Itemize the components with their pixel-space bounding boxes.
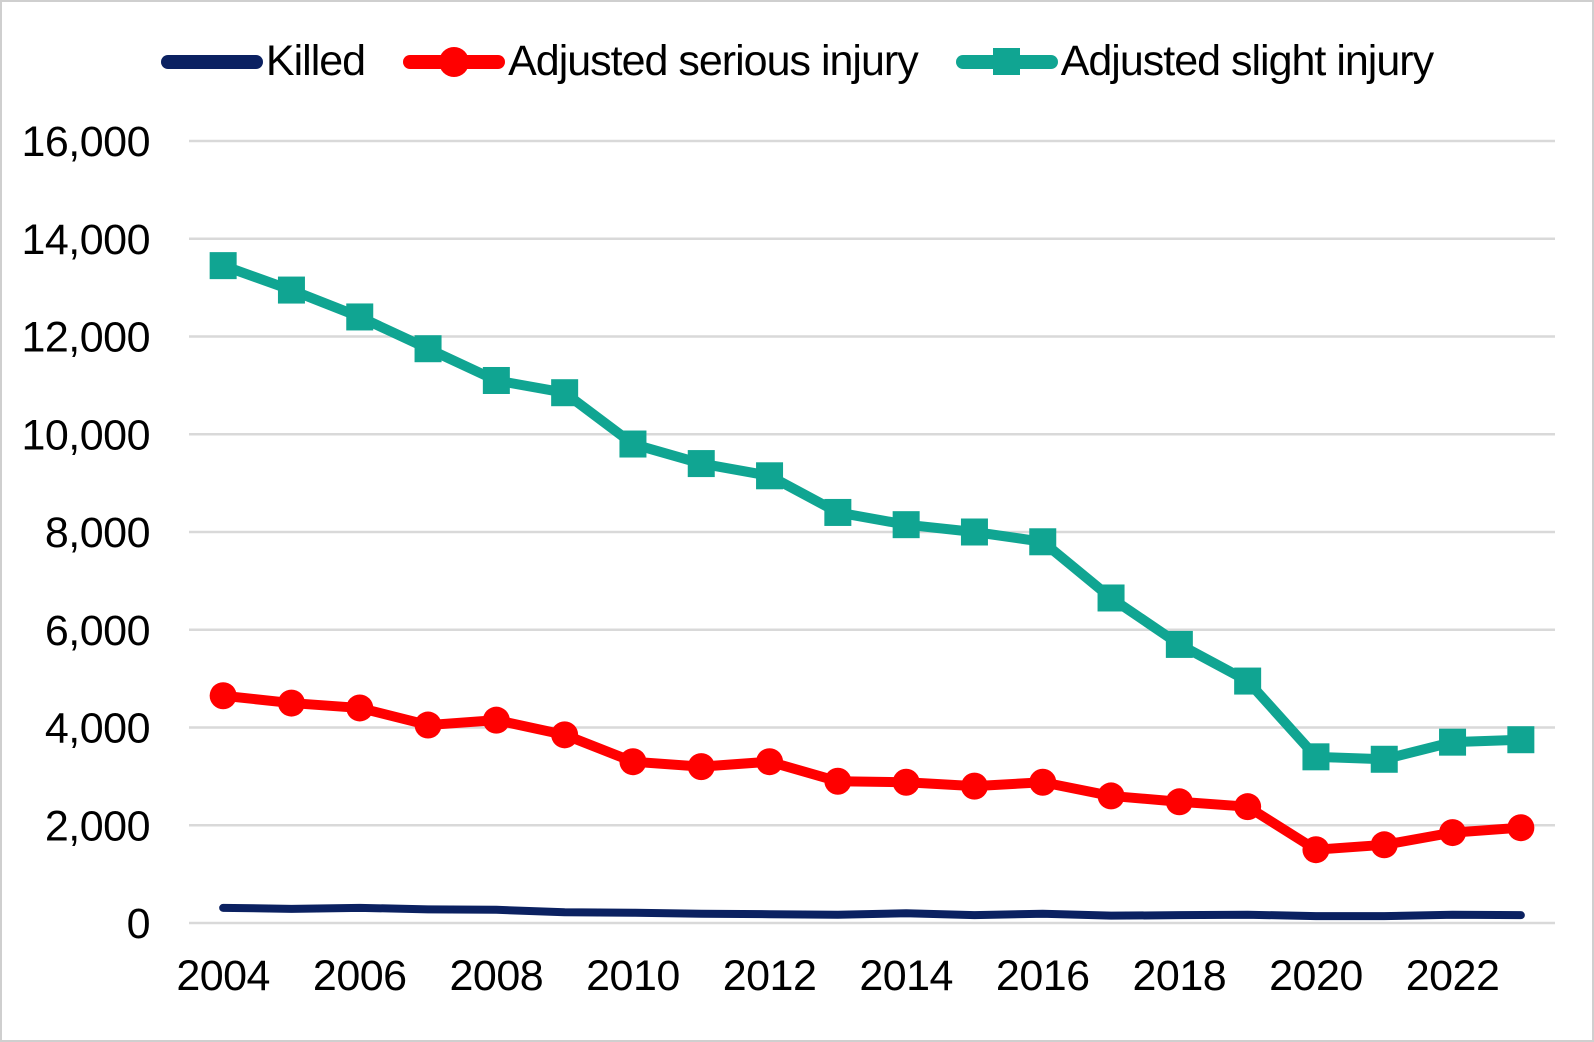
legend-item-serious-injury: Adjusted serious injury [403, 37, 919, 85]
legend-label-killed: Killed [265, 37, 366, 85]
data-point-square [346, 303, 374, 331]
legend-label-slight-injury: Adjusted slight injury [1060, 37, 1434, 85]
x-tick-label: 2004 [176, 952, 270, 1000]
data-point-circle [1097, 782, 1125, 810]
x-tick-label: 2012 [723, 952, 817, 1000]
data-point-circle [756, 748, 784, 776]
y-tick-label: 12,000 [21, 314, 150, 362]
data-point-square [1302, 743, 1330, 771]
data-point-square [482, 366, 510, 394]
legend-item-slight-injury: Adjusted slight injury [955, 37, 1434, 85]
x-tick-label: 2016 [996, 952, 1090, 1000]
y-tick-label: 14,000 [21, 216, 150, 264]
data-point-circle [1302, 836, 1330, 864]
data-point-square [414, 335, 442, 363]
y-tick-label: 8,000 [45, 509, 150, 557]
x-tick-label: 2018 [1133, 952, 1227, 1000]
data-point-square [1439, 728, 1467, 756]
data-point-square [1097, 584, 1125, 612]
data-point-square [619, 430, 647, 458]
data-point-circle [1370, 831, 1398, 859]
data-point-circle [1029, 768, 1057, 796]
x-tick-label: 2010 [586, 952, 680, 1000]
data-point-circle [1439, 819, 1467, 847]
slight-injury-line-sample [955, 45, 1058, 79]
data-point-square [1029, 528, 1057, 556]
data-point-circle [209, 682, 237, 710]
data-point-circle [1507, 814, 1535, 842]
data-point-circle [551, 721, 579, 749]
data-point-square [209, 252, 237, 280]
data-point-square [1165, 630, 1193, 658]
legend-label-serious-injury: Adjusted serious injury [508, 37, 919, 85]
y-tick-label: 16,000 [21, 118, 150, 166]
serious-injury-line-sample [403, 45, 506, 79]
data-point-circle [892, 768, 920, 796]
data-point-circle [346, 694, 374, 722]
data-point-square [1234, 667, 1262, 695]
x-tick-label: 2006 [313, 952, 407, 1000]
legend: Killed Adjusted serious injury Adjusted … [2, 40, 1592, 83]
data-point-circle [482, 706, 510, 734]
data-point-square [824, 498, 852, 526]
data-point-circle [824, 767, 852, 795]
y-tick-label: 0 [127, 900, 150, 948]
data-point-circle [277, 689, 305, 717]
y-tick-label: 2,000 [45, 802, 150, 850]
x-tick-label: 2014 [859, 952, 953, 1000]
data-point-square [892, 511, 920, 539]
data-point-square [1370, 745, 1398, 773]
data-point-square [960, 518, 988, 546]
data-point-circle [619, 748, 647, 776]
x-tick-label: 2008 [450, 952, 544, 1000]
data-point-square [687, 450, 715, 478]
data-point-circle [414, 711, 442, 739]
killed-line-sample [160, 45, 263, 79]
legend-item-killed: Killed [160, 37, 366, 85]
series-line-killed [219, 903, 1525, 921]
y-tick-label: 6,000 [45, 607, 150, 655]
y-tick-label: 10,000 [21, 411, 150, 459]
x-tick-label: 2020 [1269, 952, 1363, 1000]
data-point-circle [1165, 788, 1193, 816]
data-point-square [1507, 726, 1535, 754]
data-point-circle [1234, 793, 1262, 821]
y-tick-label: 4,000 [45, 705, 150, 753]
data-point-square [277, 276, 305, 304]
data-point-square [551, 379, 579, 407]
data-point-circle [960, 772, 988, 800]
data-point-square [756, 462, 784, 490]
data-point-circle [687, 753, 715, 781]
x-tick-label: 2022 [1406, 952, 1500, 1000]
